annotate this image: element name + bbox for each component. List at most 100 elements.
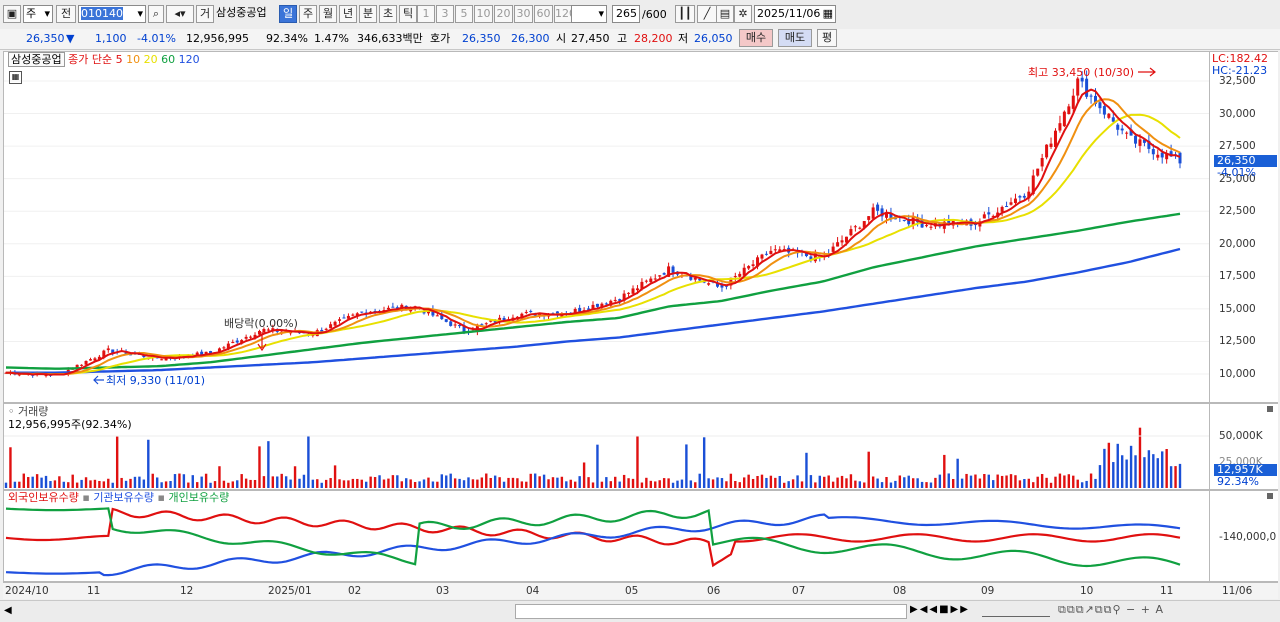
ma-60-line <box>5 212 1181 370</box>
interval-tab-1[interactable]: 1 <box>417 5 435 23</box>
zoom-slider[interactable] <box>982 604 1050 617</box>
candle-body <box>947 219 951 226</box>
tool-icons[interactable]: ⧉⧉⧉↗⧉⧉⚲ − + A <box>1058 603 1164 616</box>
candle-body <box>520 313 524 319</box>
volume-bar <box>1049 482 1053 488</box>
volume-bar <box>1005 475 1008 488</box>
interval-tab-3[interactable]: 3 <box>436 5 454 23</box>
candle-body <box>226 343 230 349</box>
candle-body <box>747 266 751 269</box>
eval-button[interactable]: 평 <box>817 29 837 47</box>
volume-bar <box>765 477 768 488</box>
period-tab-4[interactable]: 분 <box>359 5 377 23</box>
volume-bar <box>333 465 337 488</box>
volume-bar <box>1156 458 1159 488</box>
date-input[interactable]: 2025/11/06 ▦ <box>754 5 836 23</box>
period-tab-3[interactable]: 년 <box>339 5 357 23</box>
volume-bar <box>191 475 194 488</box>
candle-body <box>698 278 702 281</box>
candle-body <box>458 325 462 327</box>
bid-price: 26,300 <box>511 32 550 45</box>
period-tab-1[interactable]: 주 <box>299 5 317 23</box>
interval-tab-60[interactable]: 60 <box>534 5 553 23</box>
x-axis-label: 02 <box>348 585 362 597</box>
volume-bar <box>854 480 857 488</box>
interval-tab-30[interactable]: 30 <box>514 5 533 23</box>
interval-tab-120[interactable]: 120 <box>554 5 576 23</box>
scroll-bar[interactable]: ◀ ▶◀◀■▶▶ ⧉⧉⧉↗⧉⧉⚲ − + A <box>0 600 1280 622</box>
volume-bar <box>609 481 612 488</box>
volume-bar <box>142 479 146 488</box>
volume-bar <box>658 480 661 488</box>
volume-bar <box>1169 466 1173 488</box>
period-tab-0[interactable]: 일 <box>279 5 297 23</box>
candle-body <box>253 334 257 338</box>
holdings-tick: -140,000,0 <box>1219 531 1277 543</box>
candle-body <box>453 324 457 326</box>
y-tick: 12,500 <box>1219 335 1256 348</box>
candle-body <box>498 317 502 322</box>
interval-tab-5[interactable]: 5 <box>455 5 473 23</box>
window-icon[interactable]: ▣ <box>3 5 21 23</box>
mode-button[interactable]: 거 <box>196 5 214 23</box>
scroll-left-icon[interactable]: ◀ <box>4 605 12 616</box>
candle-body <box>1027 191 1031 199</box>
volume-bar <box>516 478 519 488</box>
volume-bar <box>324 479 328 488</box>
volume-bar <box>1129 445 1133 488</box>
volume-bar <box>467 477 470 488</box>
market-select[interactable]: 주 ▾ <box>23 5 53 23</box>
playback-icons[interactable]: ▶◀◀■▶▶ <box>910 604 970 615</box>
candle-body <box>831 246 835 252</box>
interval-tab-10[interactable]: 10 <box>474 5 493 23</box>
gear-icon[interactable]: ✲ <box>734 5 752 23</box>
volume-bar <box>569 479 572 488</box>
volume-bar <box>138 476 141 488</box>
table-icon[interactable]: ▦ <box>9 71 22 84</box>
volume-bar <box>84 477 88 488</box>
search-icon[interactable]: ⌕ <box>148 5 164 23</box>
bid-label: 호가 <box>430 32 451 45</box>
high-annotation: 최고 33,450 (10/30) <box>1028 66 1135 79</box>
candle-body <box>880 208 884 217</box>
candle-body <box>622 293 626 301</box>
price-panel[interactable] <box>3 51 1210 403</box>
volume-bar <box>280 473 283 488</box>
volume-bar <box>578 476 581 488</box>
code-input[interactable]: 010140 ▾ <box>78 5 146 23</box>
period-tab-2[interactable]: 월 <box>319 5 337 23</box>
x-axis-label: 11 <box>1160 585 1174 597</box>
volume-bar <box>262 476 266 488</box>
candle-body <box>742 267 746 276</box>
period-tab-5[interactable]: 초 <box>379 5 397 23</box>
save-icon[interactable]: ▤ <box>716 5 734 23</box>
candle-icon[interactable]: ┃┃ <box>675 5 695 23</box>
candle-body <box>1142 139 1146 143</box>
volume-bar <box>1085 480 1088 488</box>
current-change-tag: -4.01% <box>1217 166 1256 179</box>
prev-button[interactable]: 전 <box>56 5 76 23</box>
count-input[interactable]: 265 <box>612 5 640 23</box>
candle-body <box>1085 78 1089 97</box>
series-label: 종가 단순 <box>68 53 113 66</box>
interval-tab-20[interactable]: 20 <box>494 5 513 23</box>
candle-body <box>240 340 244 344</box>
volume-bar <box>1120 455 1124 488</box>
volume-bar <box>129 478 132 488</box>
ma-10-line <box>6 98 1181 376</box>
sell-button[interactable]: 매도 <box>778 29 812 47</box>
volume-bar <box>769 475 773 488</box>
candle-body <box>1116 124 1120 130</box>
interval-select[interactable]: ▾ <box>571 5 607 23</box>
candle-body <box>1049 143 1053 147</box>
speaker-icon[interactable]: ◂▾ <box>166 5 194 23</box>
candle-body <box>573 308 577 314</box>
candle-body <box>333 321 337 326</box>
volume-bar <box>952 478 955 488</box>
volume-bar <box>164 481 168 488</box>
buy-button[interactable]: 매수 <box>739 29 773 47</box>
volume-bar <box>720 478 724 488</box>
scroll-thumb[interactable] <box>515 604 907 619</box>
volume-panel[interactable] <box>3 403 1210 490</box>
period-tab-6[interactable]: 틱 <box>399 5 417 23</box>
